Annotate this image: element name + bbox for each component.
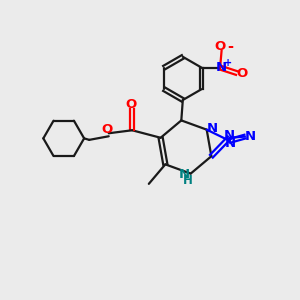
Text: O: O <box>215 40 226 53</box>
Text: N: N <box>216 61 227 74</box>
Text: O: O <box>125 98 136 111</box>
Text: H: H <box>183 174 193 187</box>
Text: +: + <box>224 58 232 68</box>
Text: N: N <box>206 122 218 135</box>
Text: N: N <box>225 137 236 150</box>
Text: -: - <box>228 39 234 54</box>
Text: N: N <box>245 130 256 143</box>
Text: O: O <box>236 67 247 80</box>
Text: O: O <box>102 123 113 136</box>
Text: N: N <box>178 168 190 181</box>
Text: N: N <box>224 129 235 142</box>
